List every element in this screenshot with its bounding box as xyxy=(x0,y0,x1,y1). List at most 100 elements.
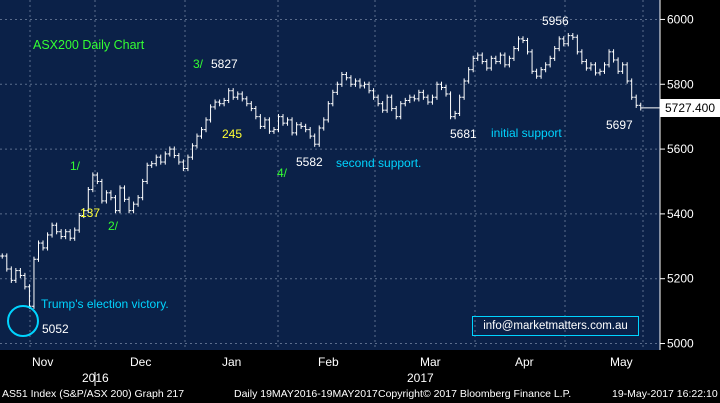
ohlc-bar xyxy=(140,178,145,201)
ohlc-bar xyxy=(385,94,390,113)
ohlc-bar xyxy=(475,52,480,61)
ohlc-bar xyxy=(416,89,421,102)
info-email-box: info@marketmatters.com.au xyxy=(472,316,639,336)
x-tick-label: Apr xyxy=(515,355,534,369)
level-5681-label: 5681 xyxy=(450,127,477,141)
ohlc-bar xyxy=(113,195,118,214)
level-5827-label: 5827 xyxy=(211,57,238,71)
ohlc-bar xyxy=(521,36,526,44)
ohlc-bar xyxy=(90,172,95,193)
ohlc-bar xyxy=(253,105,258,120)
x-tick-label: Nov xyxy=(32,355,53,369)
ohlc-bar xyxy=(45,232,50,251)
ohlc-bar xyxy=(158,154,163,165)
ohlc-bar xyxy=(63,229,68,240)
ohlc-bar xyxy=(620,62,625,74)
ohlc-bar xyxy=(222,97,227,107)
ohlc-bar xyxy=(353,78,358,87)
ohlc-bar xyxy=(81,208,86,219)
price-bars xyxy=(0,33,643,309)
ohlc-bar xyxy=(480,52,485,65)
ohlc-bar xyxy=(326,101,331,123)
ohlc-bar xyxy=(444,84,449,97)
ohlc-bar xyxy=(339,71,344,87)
ohlc-bar xyxy=(77,212,82,233)
ohlc-bar xyxy=(616,57,621,74)
ohlc-bar xyxy=(380,101,385,113)
ohlc-bar xyxy=(511,46,516,61)
ohlc-bar xyxy=(290,117,295,136)
ohlc-bar xyxy=(213,99,218,110)
ohlc-bar xyxy=(539,67,544,79)
value-137-label: 137 xyxy=(80,206,100,220)
x-tick-label: Jan xyxy=(222,355,241,369)
level-5956-label: 5956 xyxy=(542,14,569,28)
ohlc-bar xyxy=(217,99,222,107)
x-tick-label: Feb xyxy=(318,355,339,369)
y-tick-label: 5600 xyxy=(667,142,694,156)
ohlc-bar xyxy=(570,33,575,40)
ohlc-bar xyxy=(190,143,195,160)
status-timestamp: 19-May-2017 16:22:10 xyxy=(612,388,718,400)
ohlc-bar xyxy=(95,172,100,185)
x-tick-label: Dec xyxy=(130,355,151,369)
ohlc-bar xyxy=(262,117,267,129)
ohlc-bar xyxy=(299,122,304,129)
level-5697-label: 5697 xyxy=(606,118,633,132)
ohlc-bar xyxy=(271,127,276,134)
ohlc-bar xyxy=(145,162,150,185)
ohlc-bar xyxy=(68,229,73,241)
ohlc-bar xyxy=(412,94,417,102)
chart: 5000 5200 5400 5600 5800 6000 Nov Dec Jan Feb Mar… xyxy=(0,0,694,386)
ohlc-bar xyxy=(176,152,181,165)
ohlc-bar xyxy=(167,146,172,157)
ohlc-bar xyxy=(602,62,607,74)
ohlc-bar xyxy=(18,268,23,279)
ohlc-bar xyxy=(629,78,634,100)
ohlc-bar xyxy=(394,105,399,120)
ohlc-bar xyxy=(204,117,209,133)
ohlc-bar xyxy=(27,284,32,309)
y-tick-label: 6000 xyxy=(667,12,694,26)
ohlc-bar xyxy=(335,81,340,95)
ohlc-bar xyxy=(525,37,530,55)
second-support-label: second support. xyxy=(336,156,421,170)
ohlc-bar xyxy=(4,253,9,272)
ohlc-bar xyxy=(154,154,159,167)
ohlc-bar xyxy=(498,52,503,65)
ohlc-bar xyxy=(86,186,91,214)
ohlc-bar xyxy=(430,94,435,105)
ohlc-bar xyxy=(403,97,408,107)
ohlc-bar xyxy=(136,195,141,207)
ohlc-bar xyxy=(258,114,263,129)
ohlc-bar xyxy=(457,94,462,117)
ohlc-bar xyxy=(163,151,168,165)
ohlc-bar xyxy=(0,253,5,259)
ohlc-bar xyxy=(575,34,580,55)
initial-support-label: initial support xyxy=(491,126,562,140)
ohlc-bar xyxy=(9,266,14,283)
ohlc-bar xyxy=(561,36,566,47)
status-security: AS51 Index (S&P/ASX 200) Graph 217 xyxy=(2,388,185,400)
ohlc-bar xyxy=(303,123,308,133)
ohlc-bar xyxy=(267,117,272,134)
ohlc-bar xyxy=(607,49,612,68)
ohlc-bar xyxy=(552,46,557,61)
ohlc-bar xyxy=(199,127,204,139)
ohlc-bar xyxy=(321,117,326,131)
ohlc-bar xyxy=(312,133,317,147)
ohlc-bar xyxy=(484,58,489,71)
ohlc-bar xyxy=(371,88,376,100)
election-circle xyxy=(7,305,39,337)
ohlc-bar xyxy=(543,62,548,73)
ohlc-bar xyxy=(502,52,507,68)
ohlc-bar xyxy=(231,88,236,100)
ohlc-bar xyxy=(104,190,109,204)
ohlc-bar xyxy=(348,75,353,87)
ohlc-bar xyxy=(421,89,426,100)
wave-3-label: 3/ xyxy=(193,57,204,71)
ohlc-bar xyxy=(344,71,349,81)
x-tick-label: Mar xyxy=(420,355,441,369)
ohlc-bar xyxy=(330,89,335,107)
ohlc-bar xyxy=(466,67,471,84)
